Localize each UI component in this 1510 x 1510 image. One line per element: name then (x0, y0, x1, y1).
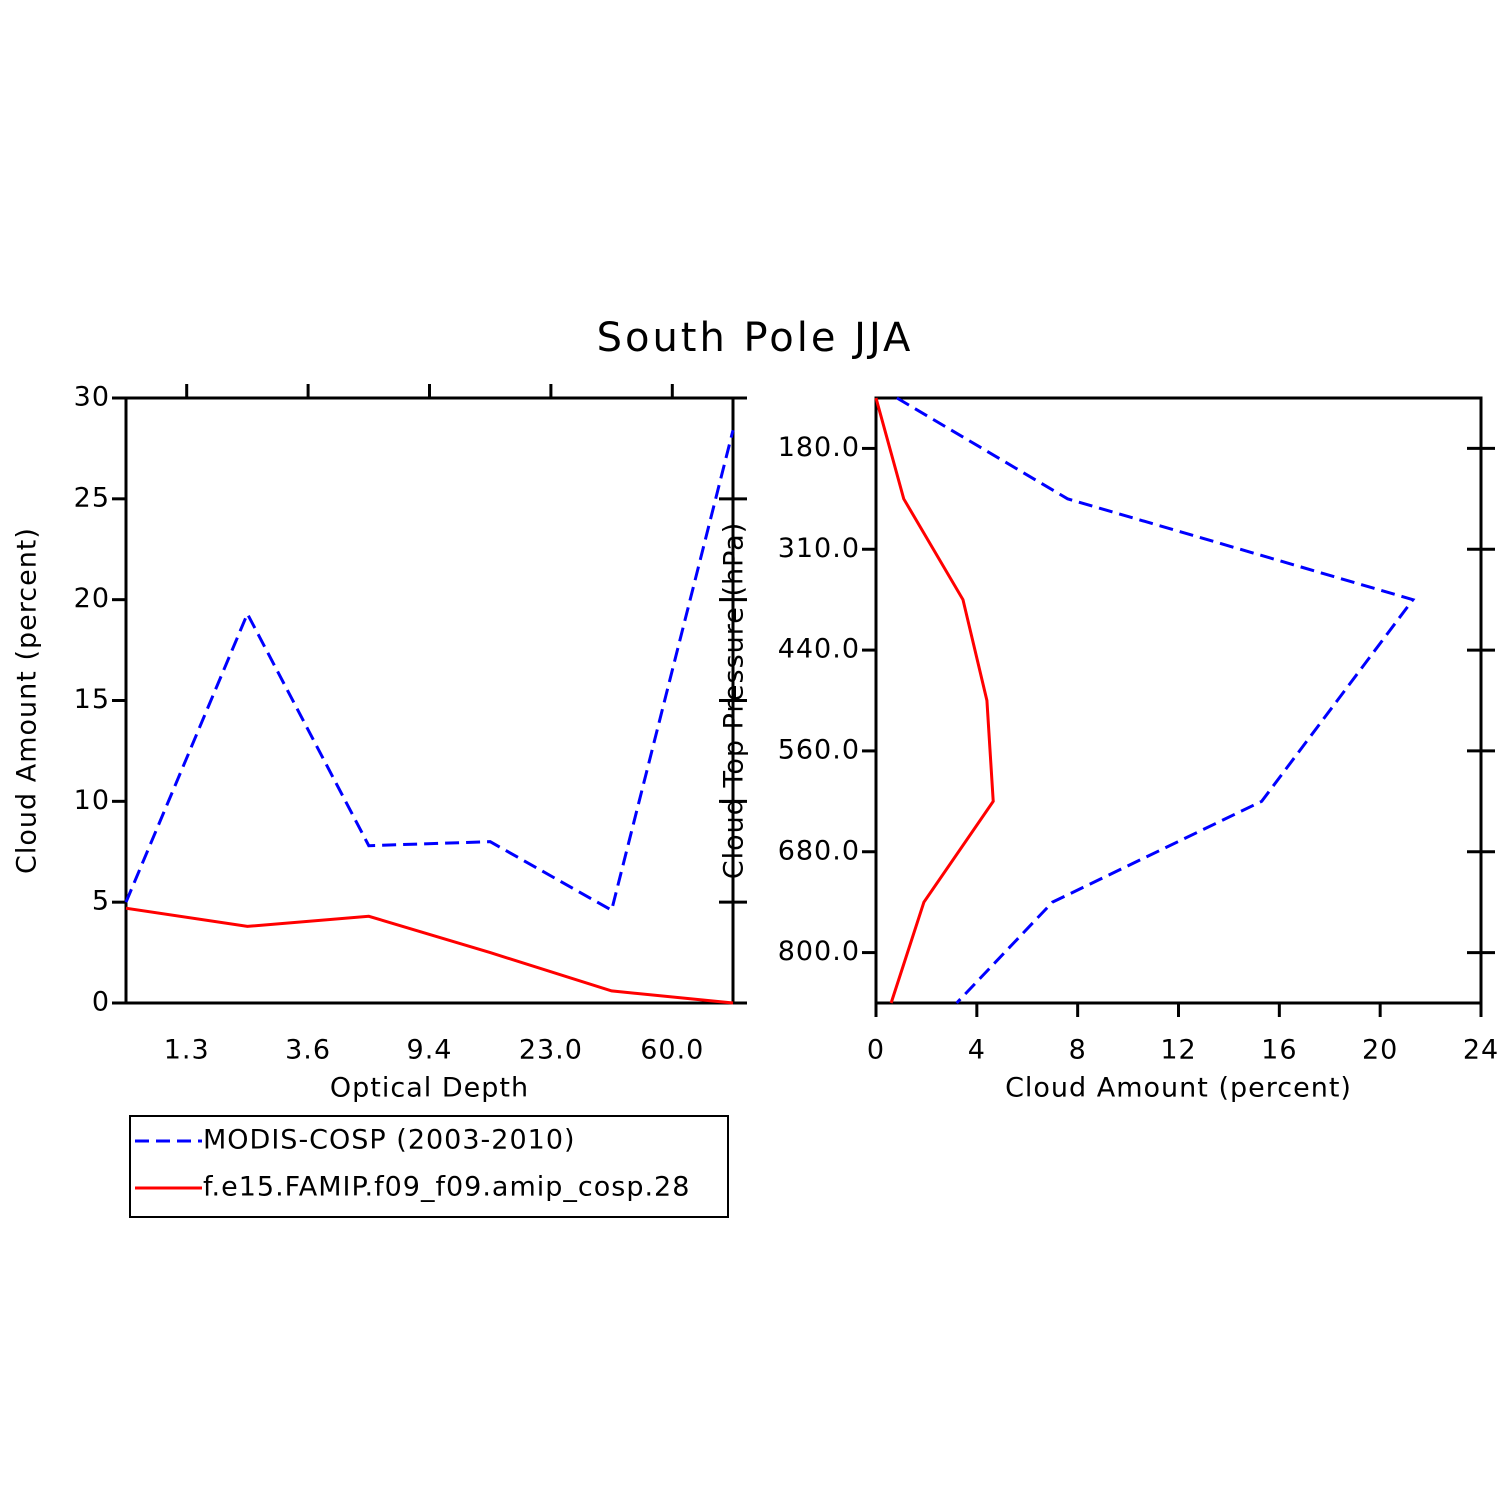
y-tick-label: 10 (74, 785, 110, 816)
x-tick-label: 4 (968, 1035, 986, 1066)
y-tick-label: 560.0 (778, 734, 860, 765)
x-tick-label: 16 (1261, 1035, 1297, 1066)
x-tick-label: 9.4 (407, 1035, 453, 1066)
y-tick-label: 30 (74, 382, 110, 413)
plot-frame (124, 396, 735, 1005)
y-tick-label: 20 (74, 583, 110, 614)
legend-label: MODIS-COSP (2003-2010) (203, 1125, 576, 1156)
x-axis-label: Cloud Amount (percent) (1005, 1073, 1352, 1104)
x-tick-label: 12 (1160, 1035, 1196, 1066)
y-axis-label: Cloud Amount (percent) (12, 527, 43, 874)
x-tick-label: 60.0 (640, 1035, 704, 1066)
y-tick-label: 5 (92, 886, 110, 917)
legend-label: f.e15.FAMIP.f09_f09.amip_cosp.28 (203, 1172, 690, 1203)
series-line (896, 396, 1416, 1005)
plot-frame (874, 396, 1483, 1005)
y-tick-label: 25 (74, 482, 110, 513)
x-tick-label: 3.6 (285, 1035, 331, 1066)
x-tick-label: 8 (1069, 1035, 1087, 1066)
y-tick-label: 680.0 (778, 835, 860, 866)
y-tick-label: 15 (74, 684, 110, 715)
y-tick-label: 180.0 (778, 432, 860, 463)
series-line (124, 429, 735, 913)
x-tick-label: 20 (1362, 1035, 1398, 1066)
y-tick-label: 0 (92, 987, 110, 1018)
x-tick-label: 24 (1463, 1035, 1499, 1066)
x-tick-label: 23.0 (519, 1035, 583, 1066)
y-axis-label: Cloud Top Pressure (hPa) (719, 522, 750, 880)
figure-title: South Pole JJA (597, 315, 914, 361)
y-tick-label: 310.0 (778, 533, 860, 564)
series-line (125, 906, 734, 1005)
y-tick-label: 440.0 (778, 634, 860, 665)
y-tick-label: 800.0 (778, 936, 860, 967)
x-tick-label: 1.3 (164, 1035, 210, 1066)
x-tick-label: 0 (867, 1035, 885, 1066)
x-axis-label: Optical Depth (330, 1073, 529, 1104)
series-line (874, 397, 995, 1004)
legend-box (129, 1115, 729, 1218)
